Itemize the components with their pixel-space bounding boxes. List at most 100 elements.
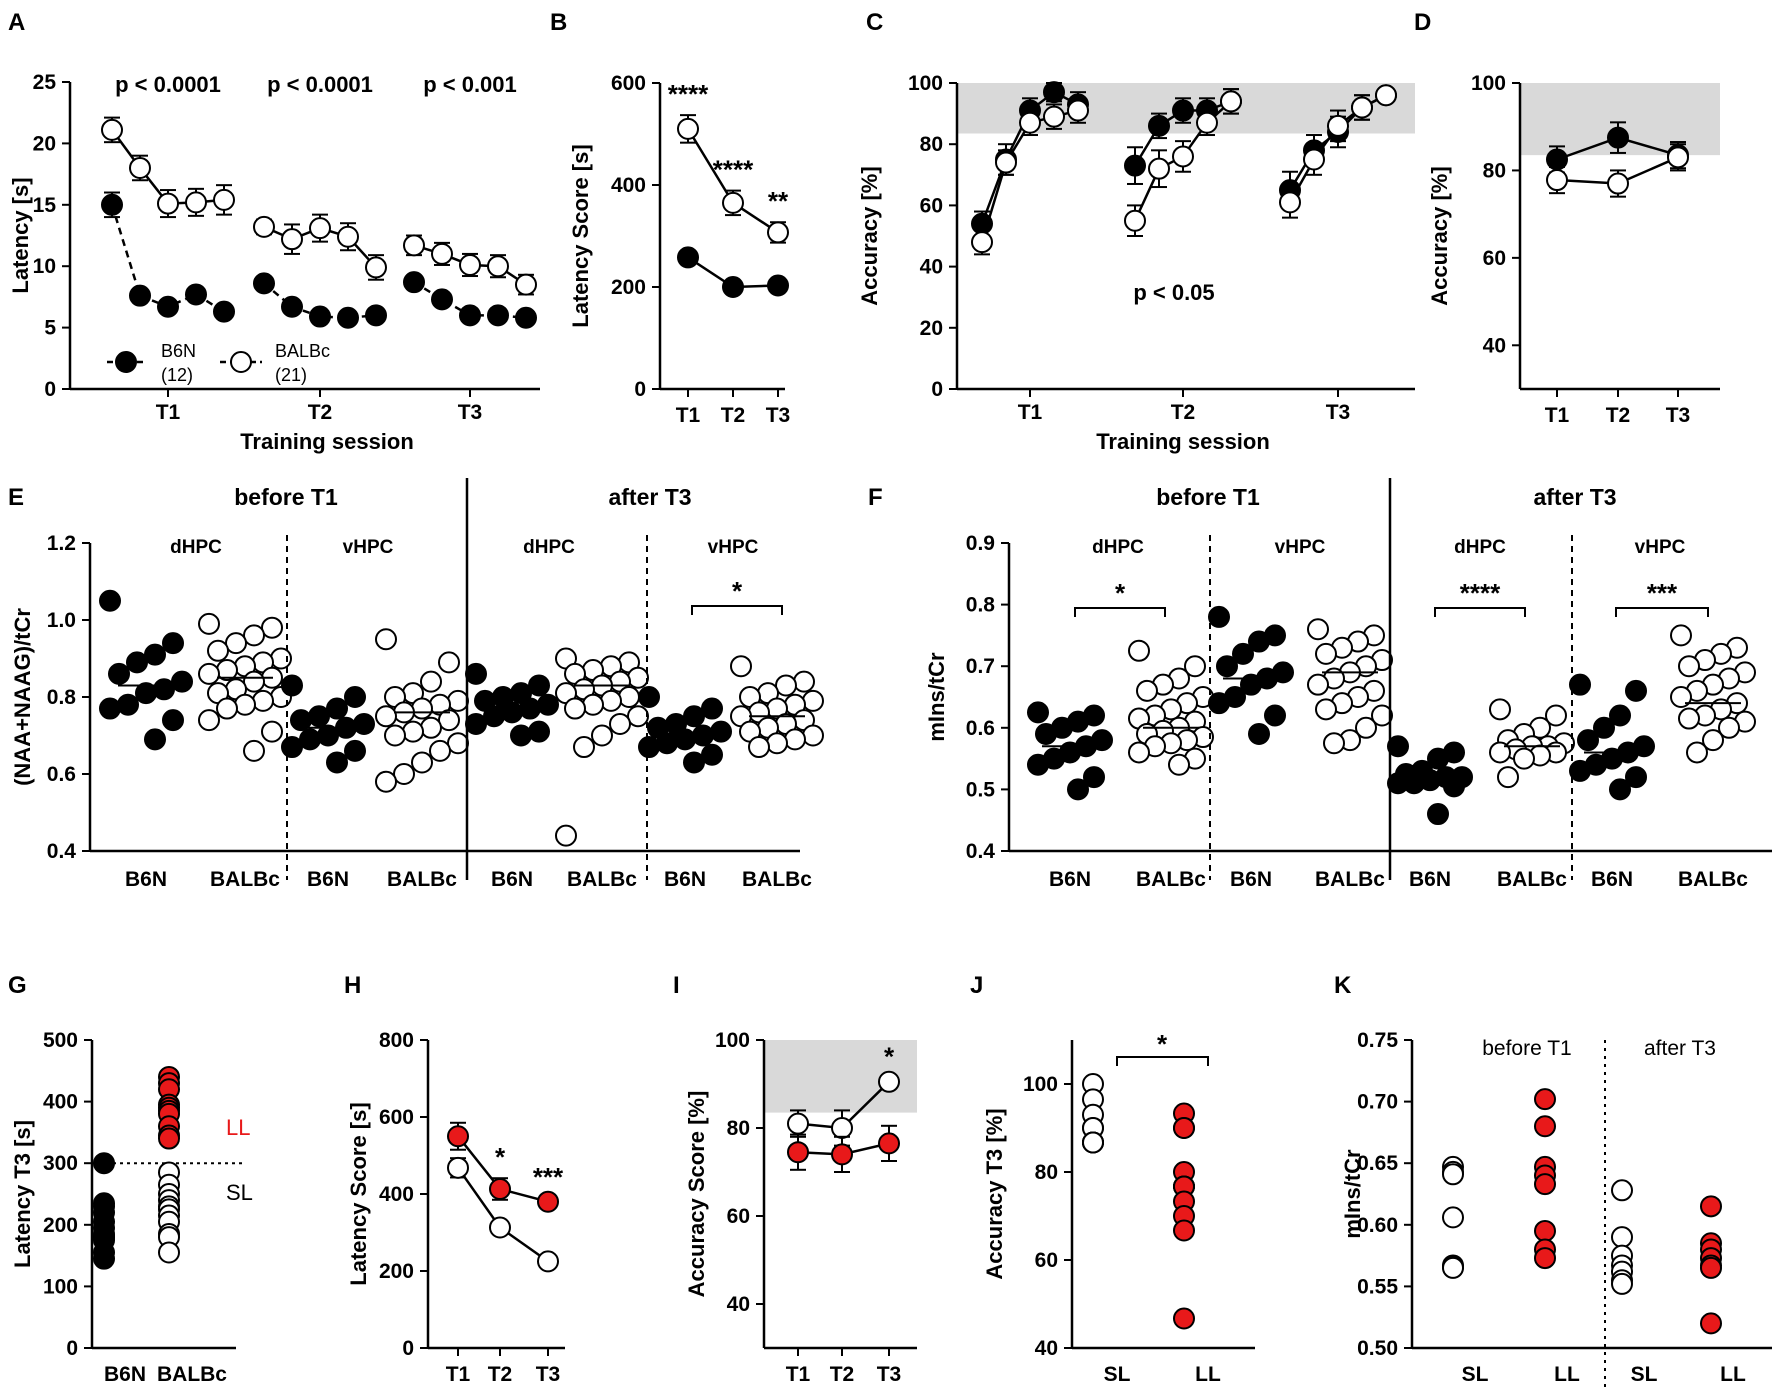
x-tick-label: B6N <box>1230 868 1272 891</box>
data-point-BALBc <box>447 689 469 712</box>
data-point-B6N <box>117 693 139 716</box>
data-point-B6N <box>344 686 366 708</box>
y-tick-label: 60 <box>920 194 943 217</box>
data-point-LL <box>1173 1307 1195 1330</box>
data-point-LL <box>537 1190 559 1213</box>
data-point-BALBc <box>261 616 283 639</box>
data-point-B6N <box>465 662 487 685</box>
data-point-B6N <box>1027 701 1049 724</box>
data-point-SL <box>1442 1163 1464 1186</box>
data-point-B6N <box>309 305 331 328</box>
data-point-BALBc <box>253 215 275 238</box>
x-tick-label: T1 <box>786 1363 811 1386</box>
data-point-BALBc <box>1128 741 1150 764</box>
y-tick-label: 0.6 <box>47 763 76 786</box>
significance-bracket <box>1074 607 1166 617</box>
y-tick-label: 40 <box>727 1293 750 1316</box>
y-tick-label: 0 <box>66 1337 78 1360</box>
data-point-BALBc <box>1678 655 1700 678</box>
data-point-BALBc-SL <box>158 1241 180 1264</box>
data-point-BALBc <box>411 751 433 774</box>
y-tick-label: 500 <box>43 1029 78 1052</box>
data-point-B6N <box>1609 704 1631 727</box>
data-point-B6N <box>1083 766 1105 789</box>
legend-count: (21) <box>275 365 307 385</box>
y-tick-label: 0.75 <box>1357 1029 1398 1052</box>
legend-marker-B6N <box>115 351 137 373</box>
x-tick-label: T3 <box>1666 404 1691 427</box>
y-tick-label: 40 <box>1035 1337 1058 1360</box>
data-point-B6N <box>1232 642 1254 665</box>
panel-label: K <box>1334 972 1352 999</box>
y-tick-label: 800 <box>379 1029 414 1052</box>
region-label: dHPC <box>523 537 575 558</box>
data-point-BALBc <box>487 255 509 278</box>
data-point-B6N <box>185 283 207 306</box>
y-tick-label: 400 <box>379 1183 414 1206</box>
data-point-B6N <box>1043 81 1065 104</box>
data-point-B6N <box>326 751 348 774</box>
y-axis-label: Latency Score [s] <box>346 1102 371 1285</box>
data-point-B6N <box>510 724 532 747</box>
data-point-BALBc <box>1067 99 1089 122</box>
x-tick-label: T3 <box>1326 401 1351 424</box>
data-point-B6N <box>1569 673 1591 696</box>
data-point-BALBc <box>384 724 406 747</box>
data-point-BALBc <box>1172 145 1194 168</box>
data-point-LL <box>1534 1247 1556 1270</box>
y-tick-label: 100 <box>43 1275 78 1298</box>
x-tick-label: B6N <box>1591 868 1633 891</box>
panel-label: B <box>550 9 567 36</box>
legend-marker-BALBc <box>230 351 252 373</box>
y-tick-label: 0.55 <box>1357 1275 1398 1298</box>
region-label: vHPC <box>708 537 759 558</box>
data-point-BALBc <box>1375 84 1397 107</box>
data-point-BALBc <box>1019 111 1041 134</box>
x-tick-label: T1 <box>1545 404 1570 427</box>
panel-label: J <box>970 972 983 999</box>
region-label: dHPC <box>1092 537 1144 558</box>
data-point-BALBc <box>157 192 179 215</box>
y-tick-label: 0.8 <box>966 594 996 617</box>
data-point-B6N <box>281 736 303 759</box>
section-title: before T1 <box>234 484 338 510</box>
data-point-BALBc <box>677 117 699 140</box>
y-tick-label: 600 <box>379 1106 414 1129</box>
y-tick-label: 60 <box>727 1205 750 1228</box>
data-point-SL <box>1442 1206 1464 1229</box>
data-point-BALBc <box>198 662 220 685</box>
y-tick-label: 400 <box>43 1091 78 1114</box>
data-point-B6N <box>722 276 744 298</box>
data-point-SL <box>1611 1272 1633 1295</box>
data-point-BALBc <box>375 628 397 651</box>
y-tick-label: 0 <box>931 378 943 401</box>
x-tick-label: T3 <box>877 1363 902 1386</box>
y-tick-label: 40 <box>920 256 943 279</box>
data-point-B6N <box>528 674 550 697</box>
y-tick-label: 0.4 <box>966 840 996 863</box>
data-point-B6N <box>528 720 550 743</box>
significance-stars: **** <box>713 155 754 185</box>
data-point-B6N <box>638 686 660 708</box>
x-tick-label: B6N <box>104 1363 146 1386</box>
legend-label: BALBc <box>275 341 330 361</box>
y-tick-label: 10 <box>33 255 56 278</box>
data-point-BALBc <box>627 705 649 728</box>
data-point-B6N <box>1216 655 1238 678</box>
data-point-B6N <box>459 304 481 327</box>
y-tick-label: 80 <box>920 133 943 156</box>
section-title: after T3 <box>608 484 691 510</box>
data-point-BALBc <box>775 674 797 697</box>
y-axis-label: Latency [s] <box>8 177 33 293</box>
significance-bracket <box>1434 607 1526 617</box>
y-tick-label: 0 <box>634 378 646 401</box>
data-point-BALBc <box>1124 209 1146 232</box>
y-tick-label: 200 <box>43 1214 78 1237</box>
group-stat: p < 0.001 <box>423 72 517 97</box>
x-tick-label: B6N <box>307 868 349 891</box>
data-point-BALBc <box>1355 716 1377 739</box>
data-point-BALBc <box>1184 655 1206 678</box>
data-point-B6N <box>1427 747 1449 770</box>
panel-label: C <box>866 9 883 36</box>
